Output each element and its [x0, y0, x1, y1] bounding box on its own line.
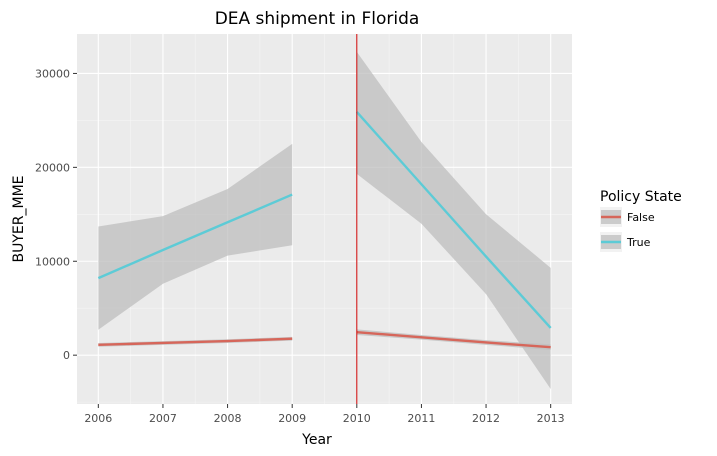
legend: Policy State False True	[600, 189, 682, 252]
x-tick-label: 2007	[149, 412, 177, 425]
series-line-false	[98, 337, 293, 347]
x-axis-label: Year	[301, 432, 332, 448]
y-axis: 0 10000 20000 30000	[35, 67, 77, 362]
legend-title: Policy State	[600, 189, 682, 205]
y-tick-label: 0	[63, 349, 70, 362]
y-axis-label: BUYER_MME	[11, 176, 27, 263]
y-tick-label: 20000	[35, 161, 70, 174]
x-tick-label: 2008	[214, 412, 242, 425]
series-lines	[97, 111, 552, 349]
x-tick-label: 2012	[472, 412, 500, 425]
x-tick-label: 2009	[278, 412, 306, 425]
x-tick-label: 2013	[537, 412, 565, 425]
legend-label-false: False	[627, 211, 655, 224]
x-tick-label: 2006	[84, 412, 112, 425]
x-axis: 2006 2007 2008 2009 2010 2011 2012 2013	[84, 404, 565, 425]
legend-label-true: True	[626, 236, 651, 249]
x-tick-label: 2010	[343, 412, 371, 425]
x-tick-label: 2011	[407, 412, 435, 425]
series-line-false	[356, 330, 551, 349]
y-tick-label: 10000	[35, 255, 70, 268]
y-tick-label: 30000	[35, 67, 70, 80]
series-line-true	[97, 193, 293, 280]
chart-title: DEA shipment in Florida	[215, 9, 420, 29]
series-line-true	[355, 111, 552, 329]
